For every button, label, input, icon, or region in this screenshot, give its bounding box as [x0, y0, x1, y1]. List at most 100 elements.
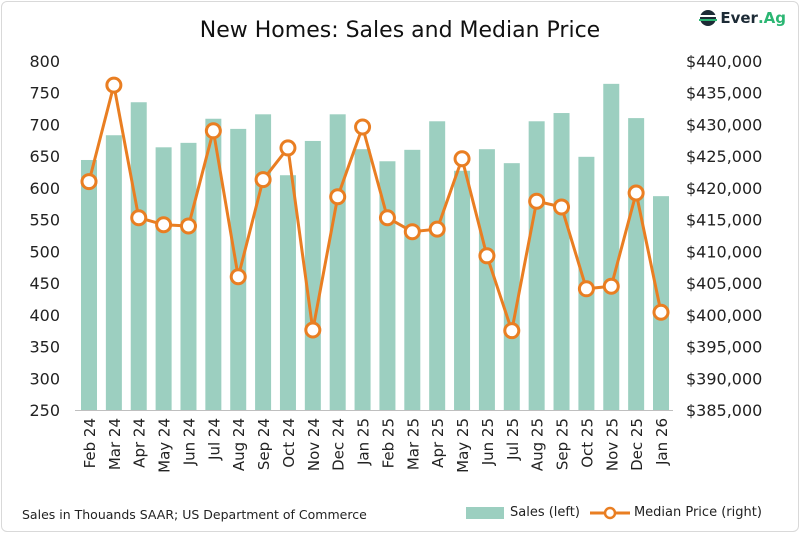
median-price-marker: [105, 76, 123, 94]
y-right-tick-label: $440,000: [686, 52, 762, 71]
median-price-marker: [354, 118, 372, 136]
y-right-tick-label: $405,000: [686, 274, 762, 293]
x-tick-label: Apr 24: [131, 418, 149, 468]
x-tick-label: Sep 25: [554, 418, 572, 470]
x-tick-label: Oct 25: [578, 418, 596, 468]
y-left-tick-label: 250: [29, 401, 60, 420]
sales-bar: [478, 149, 495, 410]
x-tick-label: Apr 25: [429, 418, 447, 468]
x-tick-label: Jun 24: [180, 418, 198, 466]
x-tick-label: Dec 25: [628, 418, 646, 471]
logo-icon: [699, 10, 718, 26]
sales-bar: [503, 163, 520, 410]
median-price-marker: [304, 321, 322, 339]
y-left-tick-label: 300: [29, 369, 60, 388]
sales-bar: [528, 121, 545, 411]
x-tick-label: Nov 25: [603, 418, 621, 471]
x-tick-label: Nov 24: [305, 418, 323, 471]
x-tick-label: Mar 24: [106, 418, 124, 470]
median-price-marker: [80, 173, 98, 191]
median-price-marker: [453, 150, 471, 168]
median-price-marker: [329, 188, 347, 206]
x-tick-label: Jun 25: [479, 418, 497, 466]
x-tick-label: Aug 24: [230, 418, 248, 471]
y-right-tick-label: $425,000: [686, 147, 762, 166]
y-left-tick-label: 600: [29, 179, 60, 198]
median-price-marker: [478, 247, 496, 265]
sales-bar: [454, 170, 471, 410]
x-tick-label: Jan 26: [653, 418, 671, 466]
y-left-tick-label: 800: [29, 52, 60, 71]
y-left-tick-label: 350: [29, 338, 60, 357]
y-right-tick-label: $435,000: [686, 84, 762, 103]
y-left-tick-label: 750: [29, 84, 60, 103]
y-right-tick-label: $415,000: [686, 211, 762, 230]
legend-swatch-price: [589, 506, 630, 519]
x-tick-label: Aug 25: [529, 418, 547, 471]
y-left-tick-label: 700: [29, 115, 60, 134]
x-tick-label: Dec 24: [330, 418, 348, 471]
sales-bar: [553, 113, 570, 411]
legend-label-sales: Sales (left): [510, 505, 580, 520]
sales-bar: [130, 102, 147, 410]
y-right-tick-label: $420,000: [686, 179, 762, 198]
x-tick-label: May 25: [454, 418, 472, 473]
sales-bar: [105, 135, 122, 410]
median-price-marker: [229, 268, 247, 286]
y-left-tick-label: 450: [29, 274, 60, 293]
y-right-tick-label: $390,000: [686, 369, 762, 388]
x-tick-label: Jan 25: [355, 418, 373, 466]
x-tick-label: Feb 24: [81, 418, 99, 468]
x-tick-label: May 24: [156, 418, 174, 473]
legend: Sales (left) Median Price (right): [466, 505, 762, 520]
sales-bar: [255, 114, 272, 410]
x-tick-label: Oct 24: [280, 418, 298, 468]
x-tick-label: Sep 24: [255, 418, 273, 470]
y-right-tick-label: $395,000: [686, 338, 762, 357]
source-note: Sales in Thouands SAAR; US Department of…: [22, 507, 367, 522]
logo-text: Ever: [720, 9, 758, 27]
legend-label-price: Median Price (right): [633, 505, 762, 520]
sales-bar: [180, 142, 197, 410]
median-price-marker: [179, 217, 197, 235]
y-right-tick-label: $430,000: [686, 115, 762, 134]
legend-swatch-sales: [466, 506, 504, 519]
sales-bar: [653, 196, 670, 410]
sales-bar: [429, 121, 446, 411]
sales-bar: [404, 149, 421, 410]
median-price-marker: [204, 122, 222, 140]
y-left-tick-label: 550: [29, 211, 60, 230]
y-right-tick-label: $400,000: [686, 306, 762, 325]
median-price-marker: [553, 198, 571, 216]
median-price-marker: [577, 280, 595, 298]
x-tick-label: Jul 24: [205, 418, 223, 461]
median-price-marker: [652, 303, 670, 321]
ever-ag-logo: Ever .Ag: [699, 9, 786, 27]
median-price-marker: [130, 209, 148, 227]
median-price-marker: [528, 192, 546, 210]
sales-bar: [603, 83, 620, 411]
median-price-marker: [627, 184, 645, 202]
median-price-marker: [503, 322, 521, 340]
median-price-marker: [428, 220, 446, 238]
y-right-tick-label: $385,000: [686, 401, 762, 420]
sales-bar: [329, 114, 346, 410]
sales-bar: [81, 159, 97, 410]
y-left-tick-label: 650: [29, 147, 60, 166]
chart-title: New Homes: Sales and Median Price: [199, 18, 601, 43]
sales-bar: [304, 140, 321, 410]
median-price-line: [87, 83, 663, 333]
median-price-marker: [602, 277, 620, 295]
x-tick-label: Mar 25: [404, 418, 422, 470]
y-left-tick-label: 500: [29, 242, 60, 261]
sales-bar: [205, 118, 222, 410]
median-price-marker: [403, 223, 421, 241]
median-price-marker: [254, 171, 272, 189]
sales-bar: [628, 118, 645, 410]
sales-bar: [279, 175, 296, 410]
y-left-tick-label: 400: [29, 306, 60, 325]
logo-text-accent: .Ag: [757, 9, 786, 27]
y-right-tick-label: $410,000: [686, 242, 762, 261]
